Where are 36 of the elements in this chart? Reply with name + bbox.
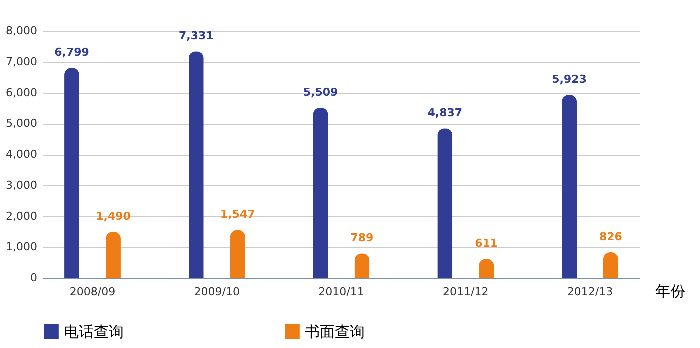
data-label: 1,547 xyxy=(220,208,256,222)
y-tick-label: 6,000 xyxy=(6,86,38,100)
y-tick-label: 7,000 xyxy=(6,55,38,68)
data-label: 611 xyxy=(475,237,498,250)
data-label: 5,509 xyxy=(303,86,338,99)
y-tick-label: 3,000 xyxy=(6,178,38,192)
data-label: 5,923 xyxy=(552,73,587,86)
data-label: 6,799 xyxy=(54,46,90,60)
data-label: 1,490 xyxy=(96,210,132,223)
legend-label: 电话查询 xyxy=(64,322,124,341)
y-tick-label: 8,000 xyxy=(6,24,38,38)
x-tick-label: 2009/10 xyxy=(194,286,240,298)
bar xyxy=(106,232,121,278)
legend-label: 书面查询 xyxy=(305,322,365,341)
bar xyxy=(64,68,80,278)
x-tick-label: 2011/12 xyxy=(443,286,489,298)
bar xyxy=(354,254,370,278)
y-tick-label: 4,000 xyxy=(6,148,38,161)
y-tick-label: 1,000 xyxy=(6,240,38,254)
bar xyxy=(562,95,578,278)
bar xyxy=(188,52,204,278)
data-label: 4,837 xyxy=(428,106,463,120)
bar xyxy=(603,252,618,278)
x-axis-title: 年份 xyxy=(656,282,686,300)
x-tick-label: 2012/13 xyxy=(567,286,614,298)
data-label: 826 xyxy=(599,230,623,244)
data-label: 789 xyxy=(350,232,374,245)
data-label: 7,331 xyxy=(178,30,214,43)
bar xyxy=(438,128,453,278)
bar xyxy=(313,108,328,278)
x-tick-label: 2010/11 xyxy=(318,286,364,298)
x-tick-label: 2008/09 xyxy=(70,286,116,298)
y-tick-label: 2,000 xyxy=(6,210,38,223)
y-tick-label: 0 xyxy=(30,272,38,284)
y-tick-label: 5,000 xyxy=(6,117,38,130)
bar xyxy=(230,230,246,278)
